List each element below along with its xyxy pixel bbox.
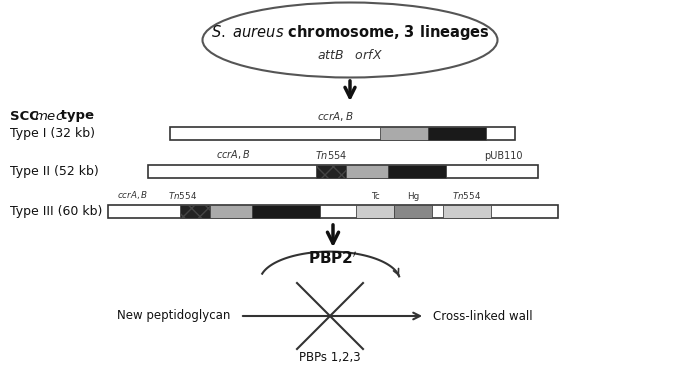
Bar: [108, 205, 558, 218]
Text: Type III (60 kb): Type III (60 kb): [10, 205, 103, 218]
Bar: [170, 127, 515, 140]
Text: $\mathbf{PBP2'}$: $\mathbf{PBP2'}$: [308, 251, 358, 267]
Bar: [316, 165, 346, 178]
Bar: [443, 205, 491, 218]
Text: $\it{ccrA,B}$: $\it{ccrA,B}$: [216, 148, 250, 161]
Bar: [148, 165, 538, 178]
Text: PBPs 1,2,3: PBPs 1,2,3: [299, 352, 361, 364]
Bar: [346, 165, 388, 178]
Text: type: type: [56, 110, 94, 122]
Text: $\it{ccrA,B}$: $\it{ccrA,B}$: [117, 189, 148, 201]
Text: $\it{attB}$   $\it{orfX}$: $\it{attB}$ $\it{orfX}$: [317, 48, 383, 62]
Text: $\it{Tn554}$: $\it{Tn554}$: [169, 190, 198, 201]
Text: $\it{mec}$: $\it{mec}$: [34, 110, 64, 122]
Bar: [380, 127, 428, 140]
Text: SCC: SCC: [10, 110, 39, 122]
Text: Hg: Hg: [407, 192, 419, 201]
Text: New peptidoglycan: New peptidoglycan: [117, 310, 230, 322]
Bar: [252, 205, 320, 218]
Bar: [356, 205, 394, 218]
Text: Type II (52 kb): Type II (52 kb): [10, 165, 99, 178]
Bar: [210, 205, 252, 218]
Text: Tc: Tc: [371, 192, 379, 201]
Text: Type I (32 kb): Type I (32 kb): [10, 127, 95, 140]
Text: Cross-linked wall: Cross-linked wall: [433, 310, 533, 322]
Bar: [180, 205, 210, 218]
Text: $\it{Tn554}$: $\it{Tn554}$: [315, 149, 347, 161]
Text: $\it{S.\ aureus}$ chromosome, 3 lineages: $\it{S.\ aureus}$ chromosome, 3 lineages: [211, 23, 489, 42]
Text: $\it{ccrA,B}$: $\it{ccrA,B}$: [317, 110, 353, 123]
Text: $\it{Tn554}$: $\it{Tn554}$: [452, 190, 481, 201]
Text: pUB110: pUB110: [484, 151, 522, 161]
Bar: [394, 205, 432, 218]
Bar: [428, 127, 486, 140]
Bar: [388, 165, 446, 178]
